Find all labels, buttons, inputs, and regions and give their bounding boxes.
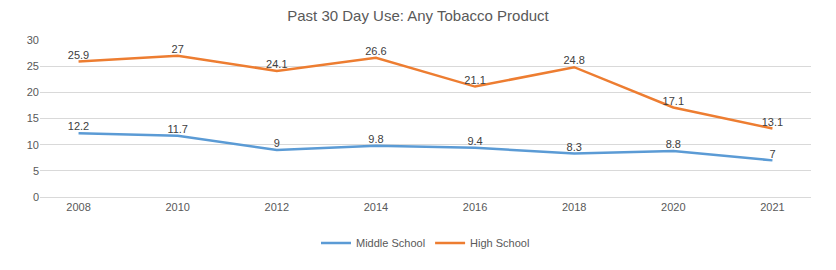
svg-text:9.8: 9.8 bbox=[368, 133, 383, 145]
svg-text:21.1: 21.1 bbox=[464, 74, 485, 86]
svg-text:2014: 2014 bbox=[364, 201, 388, 213]
svg-text:26.6: 26.6 bbox=[365, 45, 386, 57]
svg-text:9: 9 bbox=[274, 137, 280, 149]
svg-text:11.7: 11.7 bbox=[167, 123, 188, 135]
svg-text:8.3: 8.3 bbox=[567, 141, 582, 153]
svg-text:9.4: 9.4 bbox=[467, 135, 482, 147]
svg-text:5: 5 bbox=[33, 165, 39, 177]
svg-text:2020: 2020 bbox=[661, 201, 685, 213]
svg-text:8.8: 8.8 bbox=[666, 138, 681, 150]
svg-text:17.1: 17.1 bbox=[663, 95, 684, 107]
svg-text:2021: 2021 bbox=[760, 201, 784, 213]
svg-text:High School: High School bbox=[470, 237, 529, 249]
svg-text:25.9: 25.9 bbox=[68, 49, 89, 61]
svg-text:2008: 2008 bbox=[66, 201, 90, 213]
svg-text:0: 0 bbox=[33, 191, 39, 203]
svg-text:12.2: 12.2 bbox=[68, 120, 89, 132]
svg-text:15: 15 bbox=[27, 112, 39, 124]
svg-text:20: 20 bbox=[27, 86, 39, 98]
svg-text:13.1: 13.1 bbox=[762, 116, 783, 128]
svg-text:30: 30 bbox=[27, 34, 39, 46]
svg-text:25: 25 bbox=[27, 60, 39, 72]
svg-text:10: 10 bbox=[27, 139, 39, 151]
svg-text:24.8: 24.8 bbox=[563, 54, 584, 66]
svg-text:7: 7 bbox=[769, 148, 775, 160]
svg-text:2016: 2016 bbox=[463, 201, 487, 213]
svg-text:2012: 2012 bbox=[265, 201, 289, 213]
svg-text:27: 27 bbox=[172, 43, 184, 55]
svg-text:24.1: 24.1 bbox=[266, 58, 287, 70]
svg-text:Past 30 Day Use: Any Tobacco P: Past 30 Day Use: Any Tobacco Product bbox=[287, 7, 549, 24]
svg-text:2018: 2018 bbox=[562, 201, 586, 213]
svg-text:Middle School: Middle School bbox=[356, 237, 425, 249]
svg-text:2010: 2010 bbox=[165, 201, 189, 213]
